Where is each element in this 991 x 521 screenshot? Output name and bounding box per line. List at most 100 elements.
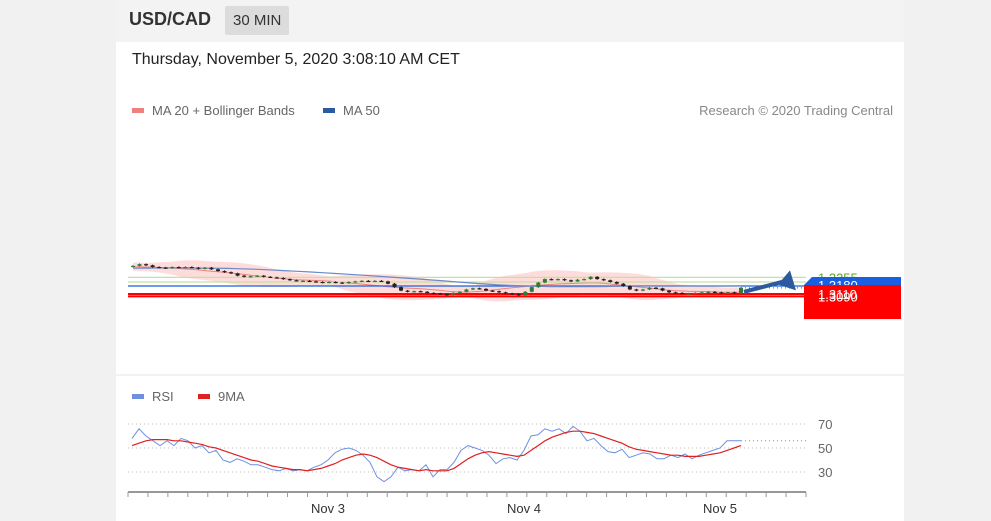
candle (588, 276, 593, 280)
legend-rsi-swatch (132, 394, 144, 400)
x-tick-label: Nov 5 (703, 501, 737, 516)
candle (477, 287, 482, 290)
candle (359, 280, 364, 283)
candle-body (314, 281, 319, 283)
candle (549, 278, 554, 281)
candle (287, 278, 292, 281)
candle-body (170, 267, 175, 269)
candle (431, 292, 436, 295)
candle (314, 280, 319, 283)
candle-body (497, 291, 502, 293)
candle (372, 280, 377, 283)
candle (137, 263, 142, 267)
candle-body (209, 267, 214, 270)
candle (484, 288, 489, 292)
candle-body (562, 279, 567, 281)
candle-body (732, 292, 737, 294)
candle (621, 283, 626, 287)
forecast-arrow (743, 270, 796, 294)
candle (712, 291, 717, 294)
support-label-1: 1.3110 (818, 287, 857, 302)
candle-body (516, 294, 521, 296)
candle-body (144, 264, 149, 266)
candle-body (405, 290, 410, 292)
candle (242, 274, 247, 278)
candle-body (542, 279, 547, 283)
candle-body (215, 269, 220, 272)
candle (294, 279, 299, 282)
chart-header: USD/CAD 30 MIN (116, 0, 904, 42)
candle-body (235, 273, 240, 276)
legend-rsi-label: RSI (152, 389, 174, 404)
candle (438, 292, 443, 295)
legend-9ma: 9MA (198, 389, 245, 404)
candle (686, 292, 691, 295)
legend-ma50-label: MA 50 (343, 103, 380, 118)
candle-body (327, 281, 332, 284)
candle (222, 270, 227, 273)
rsi-9ma-line (131, 430, 742, 472)
candle-body (575, 279, 580, 282)
candle-body (425, 291, 430, 293)
candle-body (229, 272, 234, 274)
candle-body (686, 293, 691, 295)
candle-body (307, 280, 312, 283)
candle-body (346, 281, 351, 284)
candle (634, 288, 639, 292)
candle (595, 276, 600, 280)
candle (202, 266, 207, 270)
candle (196, 266, 201, 270)
candle-body (340, 282, 345, 284)
candle-body (621, 283, 626, 286)
x-tick-label: Nov 4 (507, 501, 541, 516)
candle (418, 290, 423, 293)
candle (144, 263, 149, 266)
legend-ma50-swatch (323, 108, 335, 114)
candle-body (287, 279, 292, 281)
legend-ma20: MA 20 + Bollinger Bands (132, 103, 295, 118)
candle (523, 291, 528, 296)
candle-body (549, 279, 554, 281)
candle (320, 281, 325, 284)
candle-body (536, 282, 541, 288)
candle-body (595, 276, 600, 280)
support-label-2: 1.3090 (818, 289, 858, 304)
candle-body (464, 289, 469, 292)
candle (333, 281, 338, 284)
candle-body (385, 281, 390, 284)
candle-body (157, 267, 162, 269)
timeframe-badge[interactable]: 30 MIN (225, 6, 290, 35)
candle-body (477, 288, 482, 290)
candle-body (431, 292, 436, 295)
candle (346, 281, 351, 284)
candle-body (582, 279, 587, 281)
candle-body (359, 280, 364, 283)
candle (582, 278, 587, 281)
candle-body (712, 291, 717, 293)
candle-body (719, 292, 724, 294)
candle (385, 280, 390, 285)
candle-body (418, 291, 423, 293)
candle-body (739, 287, 743, 293)
candle-body (372, 280, 377, 283)
candle (340, 281, 345, 284)
ma50-line (132, 267, 742, 288)
candle (503, 291, 508, 295)
candle (183, 266, 188, 269)
candle (575, 278, 580, 283)
candle (464, 288, 469, 293)
candle (562, 278, 567, 281)
candle-body (601, 279, 606, 281)
candle (725, 291, 730, 294)
candle (163, 266, 168, 269)
candle-body (300, 280, 305, 283)
candle (627, 285, 632, 291)
candle-body (673, 292, 678, 294)
candle-body (353, 281, 358, 283)
candle (399, 286, 404, 292)
bollinger-band-area (133, 260, 741, 302)
candle-body (608, 280, 613, 282)
candle (307, 280, 312, 283)
candle-body (176, 267, 181, 269)
